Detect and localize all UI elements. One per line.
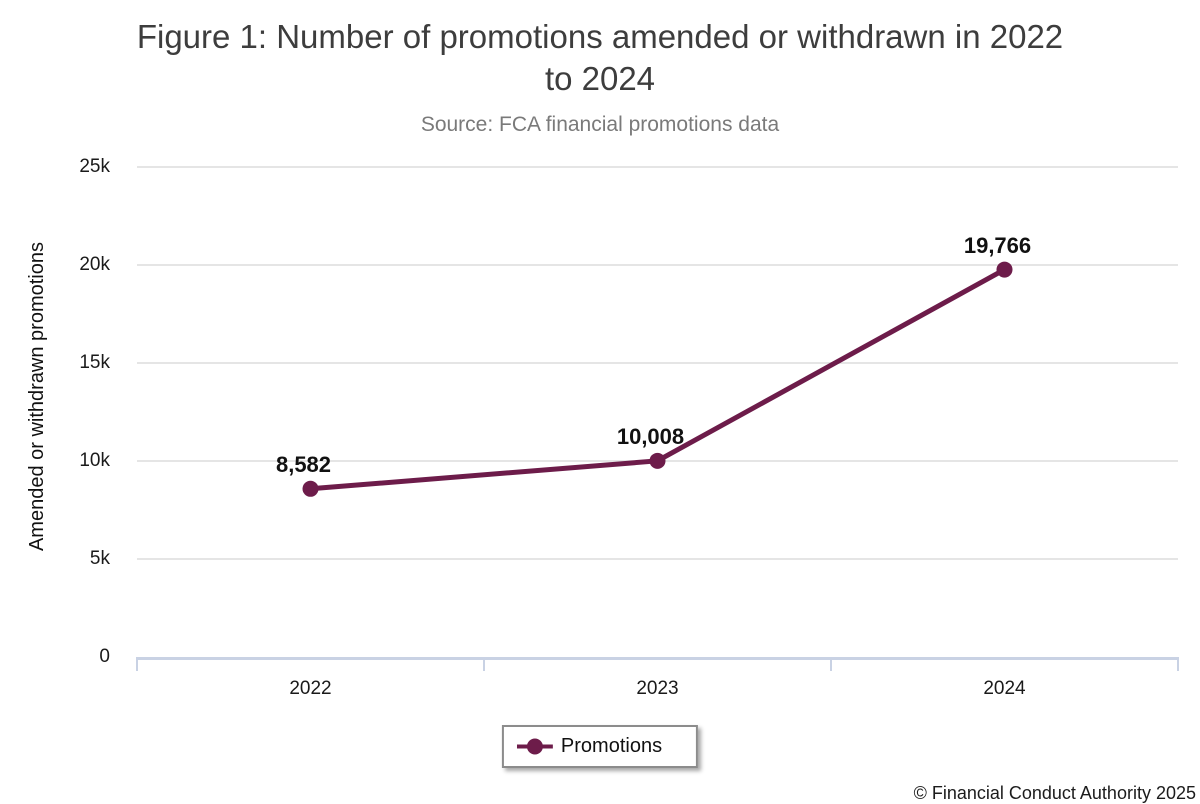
legend-series-label: Promotions [560,735,663,757]
x-axis-label: 2023 [636,678,679,699]
x-axis-label: 2024 [983,678,1026,699]
y-tick-label: 25k [79,156,110,177]
x-axis-label: 2022 [289,678,332,699]
y-tick-label: 15k [79,352,110,373]
data-point-2024[interactable] [996,261,1013,278]
y-tick-label: 20k [79,254,110,275]
y-tick-label: 5k [89,548,110,569]
data-point-2023[interactable] [649,452,666,469]
y-tick-label: 0 [99,646,110,667]
chart-title: Figure 1: Number of promotions amended o… [136,18,1064,97]
plot-area: 8,582 10,008 19,766 2022 2023 2024 [136,166,1179,699]
x-axis-tick [830,657,832,671]
x-axis-tick [483,657,485,671]
chart-subtitle: Source: FCA financial promotions data [420,113,780,136]
x-axis-tick [136,657,138,671]
line-series [302,261,1013,497]
y-axis-tick-labels: 25k 20k 15k 10k 5k 0 [0,156,110,667]
gridline [137,166,1178,168]
legend[interactable]: Promotions [501,725,699,768]
data-point-2022[interactable] [302,480,319,497]
gridline [137,558,1178,560]
gridline [137,362,1178,364]
gridline [137,264,1178,266]
copyright-notice: © Financial Conduct Authority 2025 [913,783,1196,803]
promotions-line-marker-icon [516,738,553,755]
x-axis-tick [1177,657,1179,671]
y-tick-label: 10k [79,450,110,471]
